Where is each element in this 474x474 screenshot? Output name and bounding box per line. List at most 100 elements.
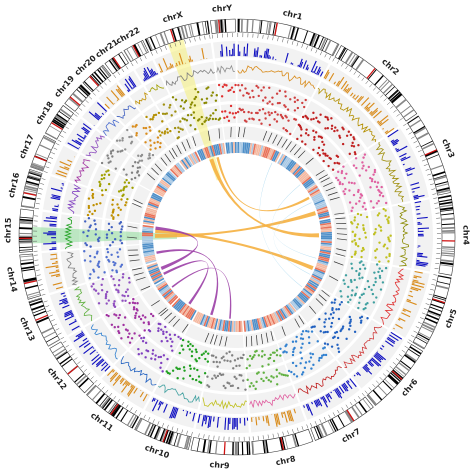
scatter-point bbox=[131, 125, 135, 128]
cytoband bbox=[107, 402, 117, 414]
scatter-point bbox=[189, 367, 192, 370]
cytoband bbox=[19, 218, 33, 222]
scatter-point bbox=[142, 126, 145, 130]
scale-tick bbox=[398, 354, 403, 357]
heatmap-cell bbox=[175, 163, 184, 174]
histogram-bar bbox=[302, 60, 308, 69]
heatmap-cell bbox=[196, 150, 203, 161]
scale-tick bbox=[417, 321, 422, 324]
heatmap-cell bbox=[313, 270, 325, 277]
scale-tick bbox=[53, 323, 58, 326]
histogram-bar bbox=[55, 266, 59, 269]
cytoband bbox=[24, 185, 38, 191]
heatmap-cell bbox=[299, 291, 309, 301]
scatter-point bbox=[301, 371, 305, 374]
histogram-bar bbox=[246, 43, 249, 57]
histogram-bar bbox=[49, 270, 60, 274]
heatmap-cell bbox=[142, 243, 154, 246]
glyph bbox=[127, 225, 138, 229]
cytoband bbox=[390, 372, 401, 382]
cytoband bbox=[135, 418, 143, 431]
heatmap-cell bbox=[293, 166, 303, 176]
histogram-bar bbox=[413, 194, 419, 197]
cytoband bbox=[367, 394, 377, 406]
heatmap-cell bbox=[143, 220, 155, 224]
histogram-bar bbox=[255, 50, 257, 58]
cytoband bbox=[354, 404, 363, 416]
scatter-point bbox=[295, 335, 298, 339]
heatmap-cell bbox=[284, 158, 292, 169]
cytoband bbox=[409, 119, 422, 128]
track-background bbox=[126, 245, 144, 269]
scatter-point bbox=[118, 279, 121, 282]
track-background bbox=[213, 332, 244, 349]
scatter-point bbox=[134, 161, 137, 164]
cytoband bbox=[327, 420, 335, 433]
histogram-bar bbox=[314, 72, 317, 75]
cytoband bbox=[262, 440, 266, 454]
cytoband bbox=[441, 232, 455, 234]
histogram-bar bbox=[83, 342, 91, 348]
scatter-point bbox=[162, 330, 165, 333]
heatmap-cell bbox=[240, 142, 243, 154]
histogram-bar bbox=[172, 407, 178, 418]
track-background bbox=[246, 364, 291, 392]
cytoband bbox=[145, 38, 152, 52]
scale-tick bbox=[40, 289, 45, 291]
heatmap-cell bbox=[174, 300, 183, 310]
scatter-point bbox=[150, 357, 153, 360]
scatter-point bbox=[255, 380, 258, 384]
scale-tick bbox=[411, 335, 415, 338]
scatter-point bbox=[340, 300, 343, 304]
cytoband bbox=[112, 405, 122, 417]
scatter-point bbox=[117, 190, 121, 193]
glyph bbox=[207, 130, 211, 141]
scatter-point bbox=[242, 110, 246, 114]
heatmap-cell bbox=[203, 147, 210, 159]
scatter-point bbox=[327, 164, 330, 168]
scatter-point bbox=[377, 224, 381, 227]
histogram-bar bbox=[43, 232, 57, 234]
histogram-bar bbox=[105, 111, 107, 113]
heatmap-cell bbox=[223, 320, 227, 332]
heatmap-cell bbox=[297, 294, 307, 304]
scatter-point bbox=[337, 178, 340, 182]
cytoband bbox=[438, 198, 452, 203]
scatter-point bbox=[131, 301, 135, 304]
heatmap-cell bbox=[185, 307, 193, 318]
scatter-point bbox=[110, 232, 114, 235]
scatter-point bbox=[213, 374, 216, 377]
heatmap-cell bbox=[229, 320, 233, 332]
scatter-point bbox=[123, 181, 127, 184]
histogram-bar bbox=[101, 361, 107, 367]
glyph bbox=[218, 128, 220, 139]
glyph bbox=[176, 144, 182, 155]
scatter-point bbox=[271, 351, 275, 354]
cytoband bbox=[110, 58, 120, 70]
scatter-point bbox=[360, 293, 364, 297]
scatter-point bbox=[222, 355, 225, 358]
heatmap-cell bbox=[145, 209, 157, 214]
scatter-point bbox=[354, 243, 358, 246]
scatter-point bbox=[109, 150, 113, 153]
cytoband bbox=[91, 389, 102, 401]
scatter-point bbox=[194, 358, 197, 361]
heatmap-cell bbox=[300, 290, 311, 299]
scatter-point bbox=[319, 330, 322, 333]
scale-tick bbox=[427, 298, 432, 301]
scatter-point bbox=[119, 230, 122, 234]
glyph bbox=[128, 254, 139, 256]
histogram-bar bbox=[178, 61, 181, 66]
histogram-bar bbox=[109, 372, 119, 383]
scatter-point bbox=[238, 364, 241, 367]
cytoband bbox=[78, 377, 89, 388]
cytoband bbox=[59, 108, 72, 118]
scatter-point bbox=[190, 350, 194, 353]
heatmap-cell bbox=[319, 220, 331, 225]
scale-tick bbox=[272, 433, 274, 438]
track-background bbox=[68, 284, 101, 326]
histogram-bar bbox=[362, 366, 368, 373]
scatter-point bbox=[113, 300, 116, 303]
scatter-point bbox=[379, 225, 382, 229]
histogram-bar bbox=[158, 63, 164, 73]
